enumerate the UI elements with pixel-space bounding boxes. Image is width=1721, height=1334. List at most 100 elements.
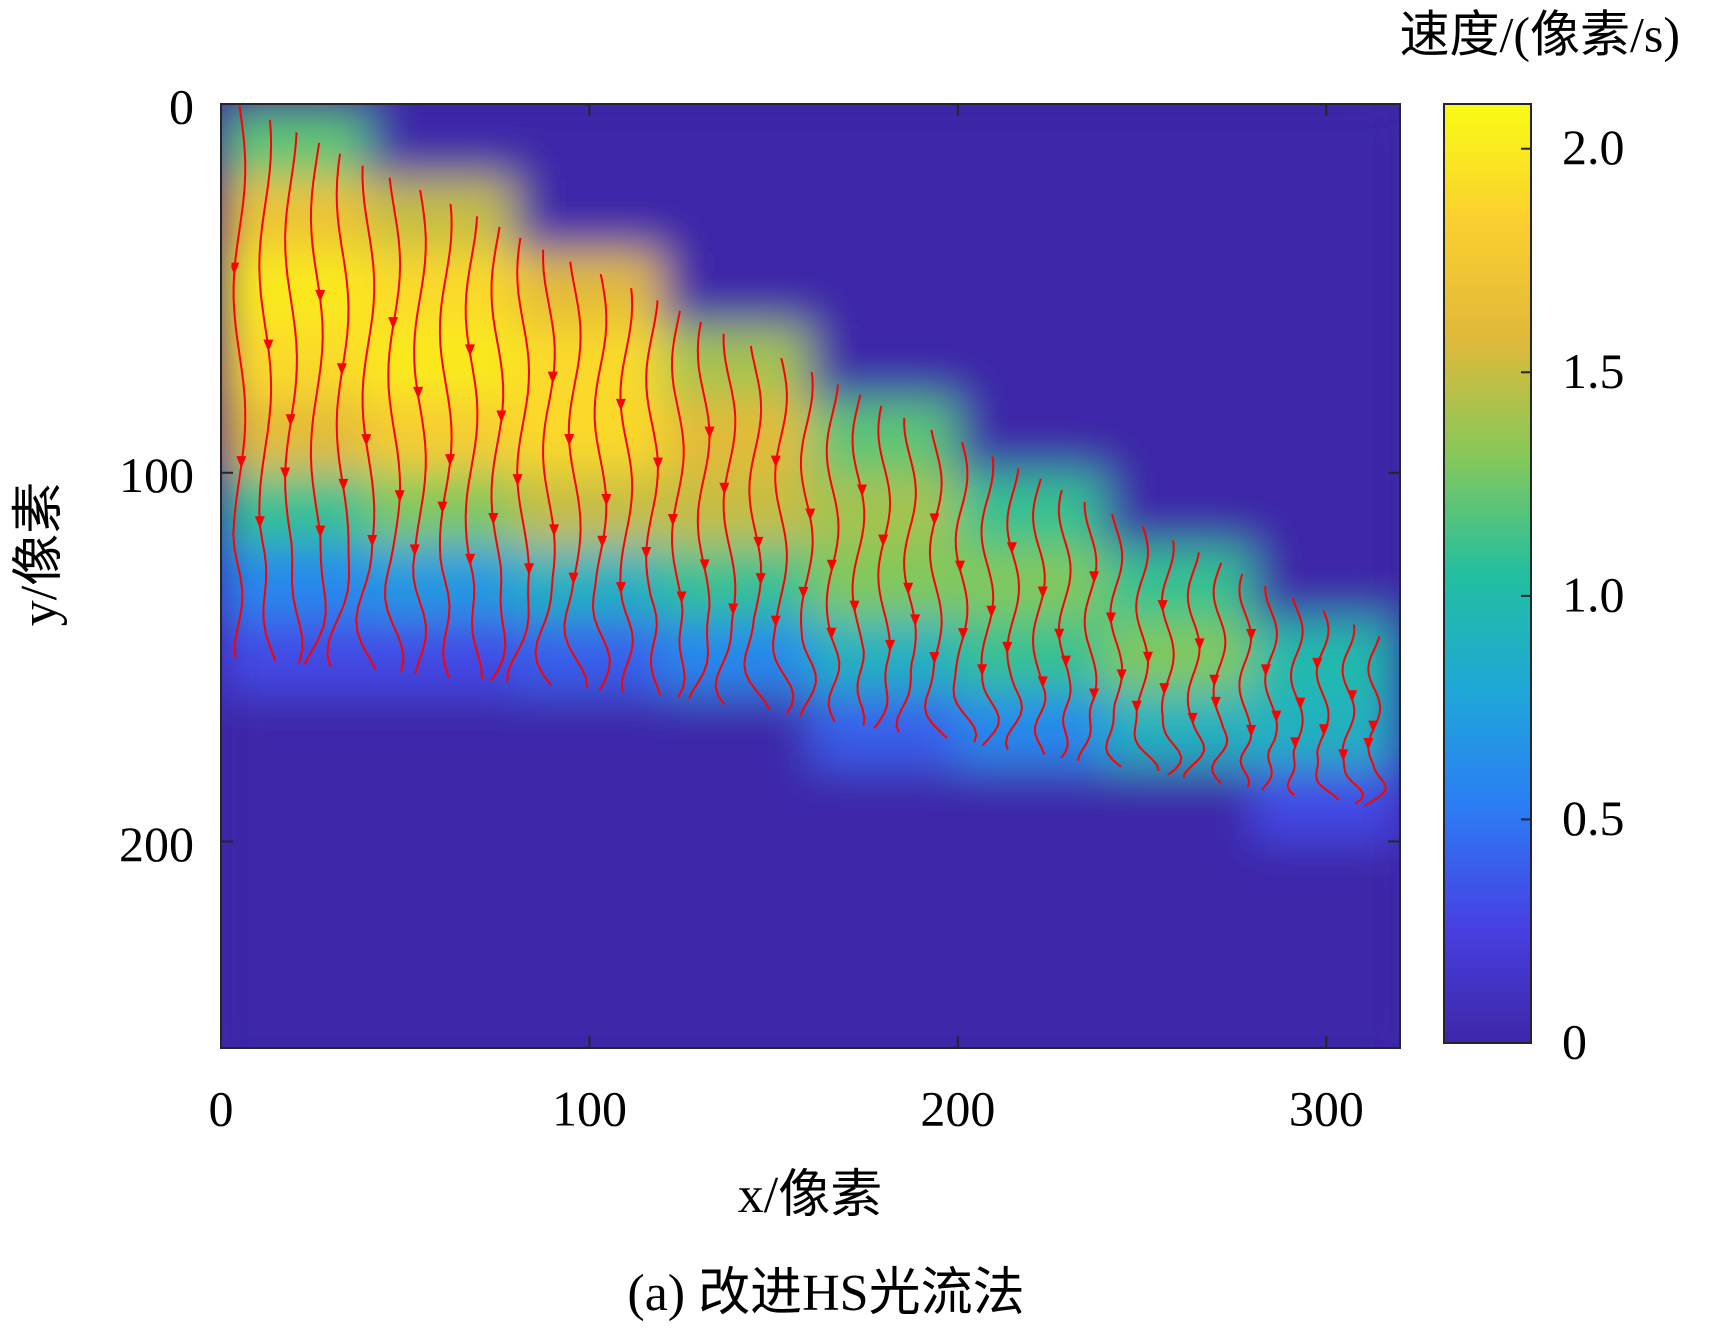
streamline-arrow [1368, 720, 1379, 733]
heatmap-cell [1252, 104, 1400, 179]
streamline-arrow [1246, 725, 1257, 738]
streamline-arrow [878, 534, 889, 547]
streamline-arrow [464, 344, 475, 357]
streamline [825, 381, 841, 723]
heatmap-cell [221, 767, 369, 842]
heatmap-cell [515, 767, 664, 842]
streamline-arrow [361, 434, 372, 447]
heatmap-cell [515, 104, 664, 179]
streamline [326, 153, 351, 669]
streamline [772, 357, 795, 714]
colorbar [1443, 103, 1532, 1044]
streamline [1286, 597, 1304, 797]
streamline-arrow [753, 536, 764, 549]
streamline-arrow [496, 410, 507, 423]
streamline-arrow [1187, 712, 1198, 725]
streamline-arrow [367, 535, 378, 548]
streamline-arrow [394, 490, 405, 503]
streamline-arrow [1159, 683, 1170, 696]
heatmap-cell [367, 693, 517, 769]
heatmap-cell [1252, 767, 1400, 842]
heatmap-cell [662, 472, 811, 547]
heatmap-cell [515, 472, 664, 547]
streamline [1057, 489, 1072, 760]
streamline-arrow [1157, 600, 1168, 613]
colorbar-tick-label: 1.0 [1562, 566, 1625, 622]
streamline [1004, 465, 1024, 751]
streamline [534, 249, 556, 687]
heatmap-cell [221, 988, 369, 1048]
streamline [1105, 513, 1124, 768]
streamline [355, 165, 377, 671]
streamline-arrow [986, 605, 997, 618]
heatmap-cell [1104, 914, 1254, 990]
streamline [645, 297, 662, 696]
streamline-arrow [1295, 697, 1306, 710]
heatmap-cell [957, 104, 1106, 179]
streamline-arrow [388, 317, 399, 330]
streamline [798, 369, 817, 718]
heatmap-cell [957, 324, 1106, 400]
heatmap-cell [957, 693, 1106, 769]
streamline [384, 177, 405, 673]
y-tick-label: 200 [119, 816, 194, 872]
x-tick-label: 100 [552, 1080, 627, 1136]
heatmap-cell [957, 914, 1106, 990]
streamline [489, 225, 507, 683]
heatmap-cell [221, 619, 369, 695]
streamline-arrow [699, 559, 710, 572]
heatmap-cell [515, 914, 664, 990]
colorbar-tick-label: 0.5 [1562, 790, 1625, 846]
streamline [619, 285, 634, 693]
y-axis-label: y/像素 [11, 482, 68, 626]
streamline-arrow [1089, 688, 1100, 701]
streamline [895, 417, 917, 735]
heatmap-cell [957, 767, 1106, 842]
heatmap-cell [810, 177, 959, 252]
streamline-arrow [437, 501, 448, 514]
streamline-arrow [409, 544, 420, 557]
streamline-arrow [798, 586, 809, 599]
colorbar-tick-label: 0 [1562, 1013, 1587, 1069]
streamline-arrow [1318, 724, 1329, 737]
heatmap-cell [810, 324, 959, 400]
heatmap-cell [221, 693, 369, 769]
streamline-arrow [568, 572, 579, 585]
heatmap-cell [367, 177, 517, 252]
streamline-arrow [652, 457, 663, 470]
streamline-arrow [1363, 738, 1374, 751]
heatmap-cell [957, 177, 1106, 252]
heatmap-cell [662, 914, 811, 990]
heatmap-cell [1252, 472, 1400, 547]
streamline-arrow [667, 513, 678, 526]
streamline-arrow [1037, 586, 1048, 599]
heatmap-cell [957, 251, 1106, 326]
heatmap-cell [221, 546, 369, 621]
streamline-arrow [826, 559, 837, 572]
streamline-arrow [755, 573, 766, 586]
streamline-arrow [910, 614, 921, 627]
heatmap-cell [1104, 546, 1254, 621]
streamline [1032, 477, 1047, 755]
streamline-arrow [1002, 641, 1013, 654]
heatmap-cell [367, 546, 517, 621]
heatmap-cell [367, 398, 517, 474]
streamline [1315, 609, 1340, 801]
streamline-arrow [547, 371, 558, 384]
heatmap-cell [810, 472, 959, 547]
plot-frame [220, 103, 1401, 1049]
heatmap-cell [1104, 104, 1254, 179]
heatmap-cell [662, 693, 811, 769]
streamline-arrow [1142, 651, 1153, 664]
streamline-arrow [524, 563, 535, 576]
streamline-arrow [1312, 657, 1323, 670]
streamline-arrow [280, 467, 291, 480]
streamline-arrow [445, 454, 456, 467]
heatmap-cell [515, 398, 664, 474]
x-tick-label: 0 [209, 1080, 234, 1136]
heatmap-cell [367, 767, 517, 842]
heatmap-cell [1104, 324, 1254, 400]
heatmap-cell [810, 398, 959, 474]
streamline-arrow [597, 535, 608, 548]
x-tick-label: 200 [920, 1080, 995, 1136]
